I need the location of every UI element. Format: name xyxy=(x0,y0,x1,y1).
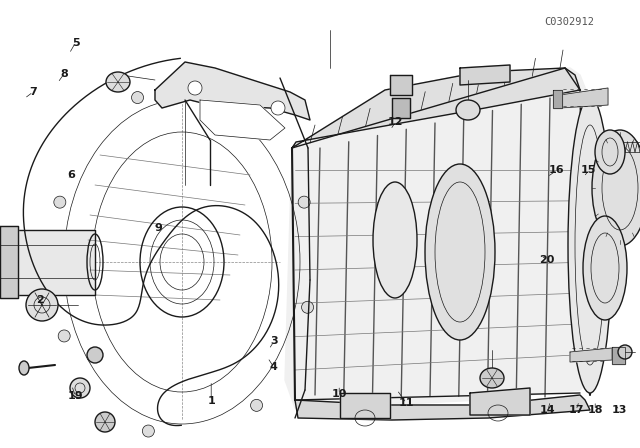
Polygon shape xyxy=(0,230,95,295)
Ellipse shape xyxy=(568,97,612,393)
Polygon shape xyxy=(553,90,562,108)
Text: 7: 7 xyxy=(29,87,37,97)
Polygon shape xyxy=(200,100,285,140)
Ellipse shape xyxy=(271,101,285,115)
Polygon shape xyxy=(285,68,590,408)
Ellipse shape xyxy=(26,289,58,321)
Ellipse shape xyxy=(251,399,262,411)
Polygon shape xyxy=(612,347,625,364)
Text: 15: 15 xyxy=(581,165,596,175)
Polygon shape xyxy=(0,226,18,298)
Text: 10: 10 xyxy=(332,389,347,399)
Text: 11: 11 xyxy=(399,398,414,408)
Text: 6: 6 xyxy=(68,170,76,180)
Text: 19: 19 xyxy=(68,392,83,401)
Text: 2: 2 xyxy=(36,295,44,305)
Ellipse shape xyxy=(595,130,625,174)
Ellipse shape xyxy=(425,164,495,340)
Ellipse shape xyxy=(188,81,202,95)
Ellipse shape xyxy=(70,378,90,398)
Text: 3: 3 xyxy=(270,336,278,346)
Ellipse shape xyxy=(54,196,66,208)
Text: C0302912: C0302912 xyxy=(545,17,595,26)
Polygon shape xyxy=(155,62,310,120)
Text: 4: 4 xyxy=(270,362,278,372)
Polygon shape xyxy=(470,388,530,415)
Text: 5: 5 xyxy=(72,38,79,47)
Polygon shape xyxy=(292,68,580,148)
Polygon shape xyxy=(570,348,612,362)
Text: 17: 17 xyxy=(568,405,584,415)
Text: 12: 12 xyxy=(388,117,403,127)
Ellipse shape xyxy=(373,182,417,298)
Ellipse shape xyxy=(87,347,103,363)
Text: 1: 1 xyxy=(207,396,215,406)
Ellipse shape xyxy=(301,302,314,313)
Ellipse shape xyxy=(618,345,632,359)
Polygon shape xyxy=(295,395,590,420)
Text: 9: 9 xyxy=(155,224,163,233)
Ellipse shape xyxy=(592,130,640,246)
Text: 13: 13 xyxy=(612,405,627,415)
Ellipse shape xyxy=(480,368,504,388)
Ellipse shape xyxy=(298,196,310,208)
Text: 20: 20 xyxy=(540,255,555,265)
Ellipse shape xyxy=(132,91,143,103)
Ellipse shape xyxy=(19,361,29,375)
Ellipse shape xyxy=(456,100,480,120)
Polygon shape xyxy=(392,98,410,118)
Polygon shape xyxy=(390,75,412,95)
Ellipse shape xyxy=(58,330,70,342)
Polygon shape xyxy=(460,65,510,85)
Ellipse shape xyxy=(231,97,243,109)
Ellipse shape xyxy=(142,425,154,437)
Ellipse shape xyxy=(95,412,115,432)
Text: 8: 8 xyxy=(60,69,68,79)
Ellipse shape xyxy=(106,72,130,92)
Ellipse shape xyxy=(583,216,627,320)
Polygon shape xyxy=(340,393,390,418)
Polygon shape xyxy=(560,88,608,108)
Text: 14: 14 xyxy=(540,405,556,415)
Text: 18: 18 xyxy=(588,405,603,415)
Text: 16: 16 xyxy=(549,165,564,175)
